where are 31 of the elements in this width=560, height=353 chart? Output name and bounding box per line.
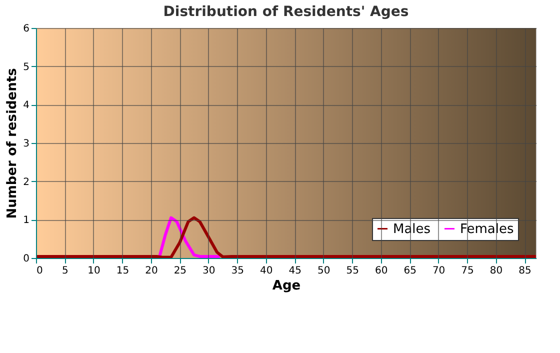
x-tick-label: 15 [116, 266, 130, 276]
x-tick-label: 85 [518, 266, 532, 276]
y-axis-title: Number of residents [5, 68, 20, 219]
y-tick-label: 5 [23, 62, 30, 73]
y-tick-label: 4 [23, 100, 30, 112]
legend-label: Females [460, 222, 514, 237]
x-tick-label: 30 [202, 266, 216, 276]
x-axis-title: Age [272, 278, 301, 294]
x-tick-label: 10 [88, 266, 100, 276]
x-tick-label: 60 [374, 266, 388, 276]
y-tick-label: 3 [23, 138, 30, 150]
x-tick-label: 25 [174, 266, 187, 276]
x-tick-label: 0 [36, 266, 43, 276]
y-tick-label: 0 [23, 254, 30, 264]
x-tick-label: 50 [317, 266, 330, 276]
line-series [158, 216, 222, 258]
x-tick-label: 55 [346, 266, 359, 276]
x-tick-label: 65 [404, 266, 416, 276]
x-tick-label: 75 [461, 266, 474, 276]
y-tick-label: 1 [23, 215, 30, 226]
x-tick-label: 45 [288, 266, 302, 276]
x-tick-label: 70 [432, 266, 446, 276]
x-tick-label: 80 [490, 266, 503, 276]
chart-title: Distribution of Residents' Ages [163, 4, 409, 20]
x-tick-label: 20 [145, 266, 158, 276]
x-tick-label: 35 [231, 266, 244, 276]
y-tick-label: 6 [23, 24, 30, 34]
legend-label: Males [393, 222, 431, 237]
y-tick-label: 2 [23, 176, 30, 188]
x-tick-label: 40 [260, 266, 273, 276]
x-tick-label: 5 [62, 266, 68, 276]
